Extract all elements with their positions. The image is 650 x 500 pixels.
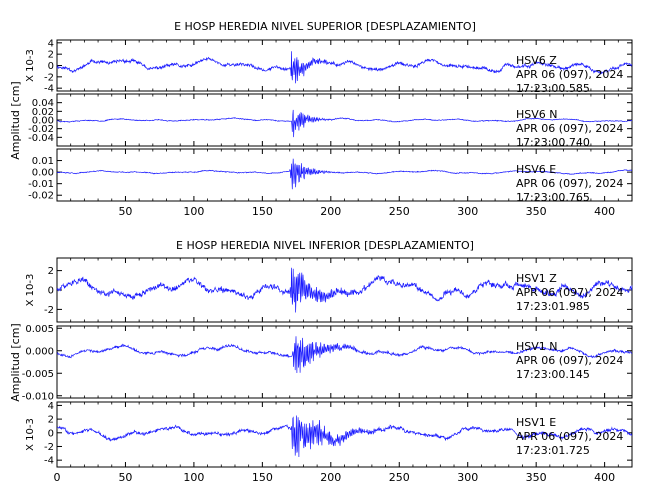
x-tick-label: 250 bbox=[389, 471, 410, 484]
figure-title: E HOSP HEREDIA NIVEL SUPERIOR [DESPLAZAM… bbox=[174, 20, 476, 33]
x-tick-label: 200 bbox=[320, 205, 341, 218]
x-tick-label: 150 bbox=[252, 205, 273, 218]
y-tick-label: -2 bbox=[44, 442, 54, 453]
station-component-label: HSV6 E bbox=[516, 163, 556, 176]
trace-date-label: APR 06 (097), 2024 bbox=[516, 430, 623, 443]
y-tick-label: 2 bbox=[48, 50, 54, 61]
y-tick-label: 2 bbox=[48, 415, 54, 426]
seismic-trace bbox=[57, 415, 633, 458]
y-tick-label: -0.010 bbox=[22, 391, 54, 402]
y-tick-label: 0 bbox=[48, 61, 54, 72]
seismic-trace bbox=[56, 267, 633, 313]
x-tick-label: 200 bbox=[320, 471, 341, 484]
station-component-label: HSV6 Z bbox=[516, 54, 557, 67]
station-component-label: HSV1 Z bbox=[516, 272, 557, 285]
x-tick-label: 50 bbox=[118, 471, 132, 484]
x-tick-label: 400 bbox=[594, 471, 615, 484]
y-tick-label: 0.04 bbox=[32, 98, 54, 109]
trace-date-label: APR 06 (097), 2024 bbox=[516, 68, 623, 81]
trace-date-label: APR 06 (097), 2024 bbox=[516, 354, 623, 367]
y-tick-label: -0.01 bbox=[28, 179, 54, 190]
x-tick-label: 350 bbox=[526, 205, 547, 218]
station-component-label: HSV1 E bbox=[516, 416, 556, 429]
x-tick-label: 150 bbox=[252, 471, 273, 484]
trace-time-label: 17:23:00.765 bbox=[516, 191, 590, 204]
x-tick-label: 0 bbox=[54, 471, 61, 484]
trace-date-label: APR 06 (097), 2024 bbox=[516, 286, 623, 299]
seismic-trace bbox=[56, 158, 632, 190]
x-tick-label: 300 bbox=[457, 205, 478, 218]
trace-time-label: 17:23:01.725 bbox=[516, 444, 590, 457]
x-tick-label: 400 bbox=[594, 205, 615, 218]
y-tick-label: 0.000 bbox=[25, 346, 54, 357]
y-tick-label: 0.01 bbox=[32, 156, 54, 167]
x-tick-label: 50 bbox=[118, 205, 132, 218]
seismic-trace bbox=[56, 109, 633, 138]
y-axis-label: Amplitud [cm] bbox=[9, 81, 22, 159]
trace-time-label: 17:23:01.985 bbox=[516, 300, 590, 313]
y-tick-label: 0 bbox=[48, 286, 54, 297]
x-tick-label: 350 bbox=[526, 471, 547, 484]
trace-time-label: 17:23:00.740 bbox=[516, 136, 590, 149]
y-tick-label: 4 bbox=[48, 38, 54, 49]
seismic-trace bbox=[56, 336, 633, 374]
station-component-label: HSV1 N bbox=[516, 340, 558, 353]
y-scale-label: X 10-3 bbox=[25, 274, 36, 307]
x-tick-label: 300 bbox=[457, 471, 478, 484]
x-tick-label: 250 bbox=[389, 205, 410, 218]
x-tick-label: 100 bbox=[183, 205, 204, 218]
y-tick-label: -2 bbox=[44, 72, 54, 83]
y-tick-label: -0.02 bbox=[28, 124, 54, 135]
y-tick-label: 2 bbox=[48, 266, 54, 277]
station-component-label: HSV6 N bbox=[516, 108, 558, 121]
y-tick-label: 0.02 bbox=[32, 107, 54, 118]
figure-title: E HOSP HEREDIA NIVEL INFERIOR [DESPLAZAM… bbox=[176, 239, 474, 252]
y-tick-label: -0.005 bbox=[22, 369, 54, 380]
y-tick-label: 0.00 bbox=[32, 116, 54, 127]
y-tick-label: 0.00 bbox=[32, 168, 54, 179]
trace-date-label: APR 06 (097), 2024 bbox=[516, 122, 623, 135]
y-tick-label: -2 bbox=[44, 305, 54, 316]
x-tick-label: 100 bbox=[183, 471, 204, 484]
y-axis-label: Amplitud [cm] bbox=[9, 323, 22, 401]
trace-time-label: 17:23:00.145 bbox=[516, 368, 590, 381]
y-tick-label: -0.04 bbox=[28, 133, 54, 144]
seismic-trace bbox=[56, 51, 633, 84]
trace-date-label: APR 06 (097), 2024 bbox=[516, 177, 623, 190]
y-tick-label: -0.02 bbox=[28, 191, 54, 202]
y-tick-label: -4 bbox=[44, 456, 54, 467]
trace-time-label: 17:23:00.585 bbox=[516, 82, 590, 95]
y-scale-label: X 10-3 bbox=[25, 49, 36, 82]
y-tick-label: 4 bbox=[48, 401, 54, 412]
y-tick-label: 0.005 bbox=[25, 324, 54, 335]
y-tick-label: -4 bbox=[44, 84, 54, 95]
y-scale-label: X 10-3 bbox=[25, 418, 36, 451]
y-tick-label: 0 bbox=[48, 428, 54, 439]
